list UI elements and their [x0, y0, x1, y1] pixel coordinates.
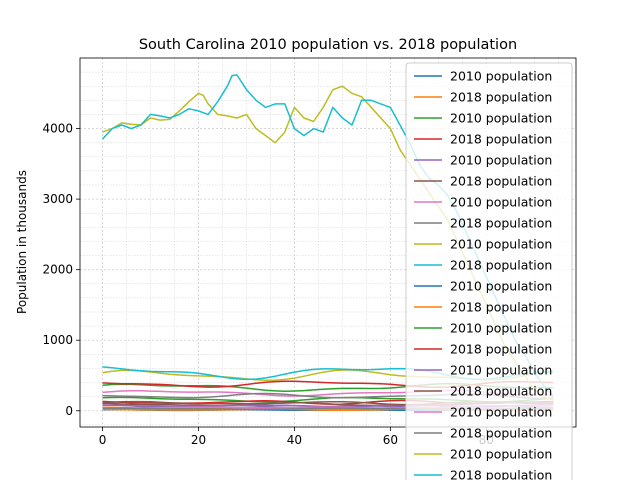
legend-label: 2010 population	[450, 153, 552, 168]
legend-label: 2010 population	[450, 279, 552, 294]
x-tick-label: 40	[287, 433, 302, 447]
legend-label: 2018 population	[450, 300, 552, 315]
legend-label: 2018 population	[450, 342, 552, 357]
legend-box	[405, 62, 573, 485]
legend-label: 2018 population	[450, 426, 552, 441]
legend-label: 2010 population	[450, 69, 552, 84]
y-tick-label: 3000	[42, 192, 73, 206]
legend-label: 2018 population	[450, 384, 552, 399]
legend-label: 2010 population	[450, 363, 552, 378]
chart-title: South Carolina 2010 population vs. 2018 …	[139, 37, 517, 53]
legend-label: 2010 population	[450, 447, 552, 462]
legend-label: 2010 population	[450, 405, 552, 420]
legend-label: 2010 population	[450, 195, 552, 210]
axis-ticks: 02040608001000200030004000	[42, 122, 493, 447]
legend-label: 2010 population	[450, 321, 552, 336]
legend-label: 2010 population	[450, 111, 552, 126]
legend-label: 2018 population	[450, 216, 552, 231]
x-tick-label: 20	[191, 433, 206, 447]
x-tick-label: 60	[383, 433, 398, 447]
legend-label: 2010 population	[450, 237, 552, 252]
legend-label: 2018 population	[450, 468, 552, 481]
legend-label: 2018 population	[450, 132, 552, 147]
y-tick-label: 1000	[42, 333, 73, 347]
legend: 2010 population 2018 population 2010 popul…	[405, 62, 573, 485]
y-axis-label: Population in thousands	[15, 170, 29, 314]
y-tick-label: 2000	[42, 263, 73, 277]
y-tick-label: 4000	[42, 122, 73, 136]
legend-label: 2018 population	[450, 90, 552, 105]
plot-frame	[79, 57, 577, 428]
y-tick-label: 0	[65, 404, 73, 418]
x-tick-label: 0	[99, 433, 107, 447]
legend-label: 2018 population	[450, 258, 552, 273]
legend-label: 2018 population	[450, 174, 552, 189]
